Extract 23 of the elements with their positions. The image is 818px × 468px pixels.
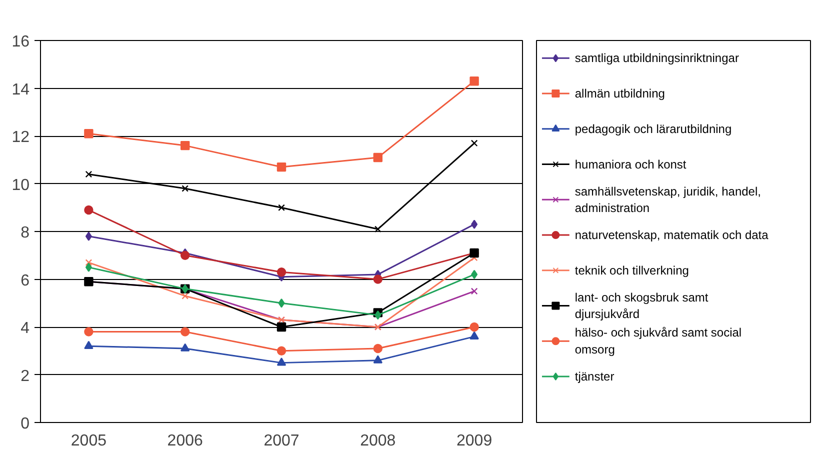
legend-label: samhällsvetenskap, juridik, handel, administration	[574, 184, 761, 216]
x-tick-label: 2009	[456, 432, 492, 450]
y-tick-label: 2	[20, 368, 30, 385]
legend-label: hälso- och sjukvård samt social omsorg	[574, 326, 742, 357]
legend-label: tjänster	[574, 370, 614, 384]
y-tick-label: 16	[12, 34, 30, 50]
legend-label: humaniora och konst	[574, 157, 687, 172]
legend-label: samtliga utbildningsinriktningar	[574, 51, 739, 66]
legend-label: naturvetenskap, matematik och data	[574, 228, 769, 242]
y-tick-label: 6	[20, 272, 30, 290]
y-tick-label: 12	[12, 129, 30, 146]
x-tick-label: 2007	[264, 432, 300, 450]
legend-label: allmän utbildning	[574, 86, 665, 101]
x-tick-label: 2005	[70, 432, 107, 450]
x-tick-label: 2008	[360, 432, 396, 450]
x-tick-label: 2006	[167, 432, 203, 450]
y-tick-label: 0	[20, 416, 30, 432]
legend-label: pedagogik och lärarutbildning	[574, 122, 732, 136]
y-tick-label: 10	[12, 176, 30, 194]
y-tick-label: 8	[20, 224, 30, 242]
y-tick-label: 14	[12, 81, 30, 98]
legend-label: teknik och tillverkning	[574, 263, 689, 278]
y-tick-label: 4	[20, 320, 30, 337]
